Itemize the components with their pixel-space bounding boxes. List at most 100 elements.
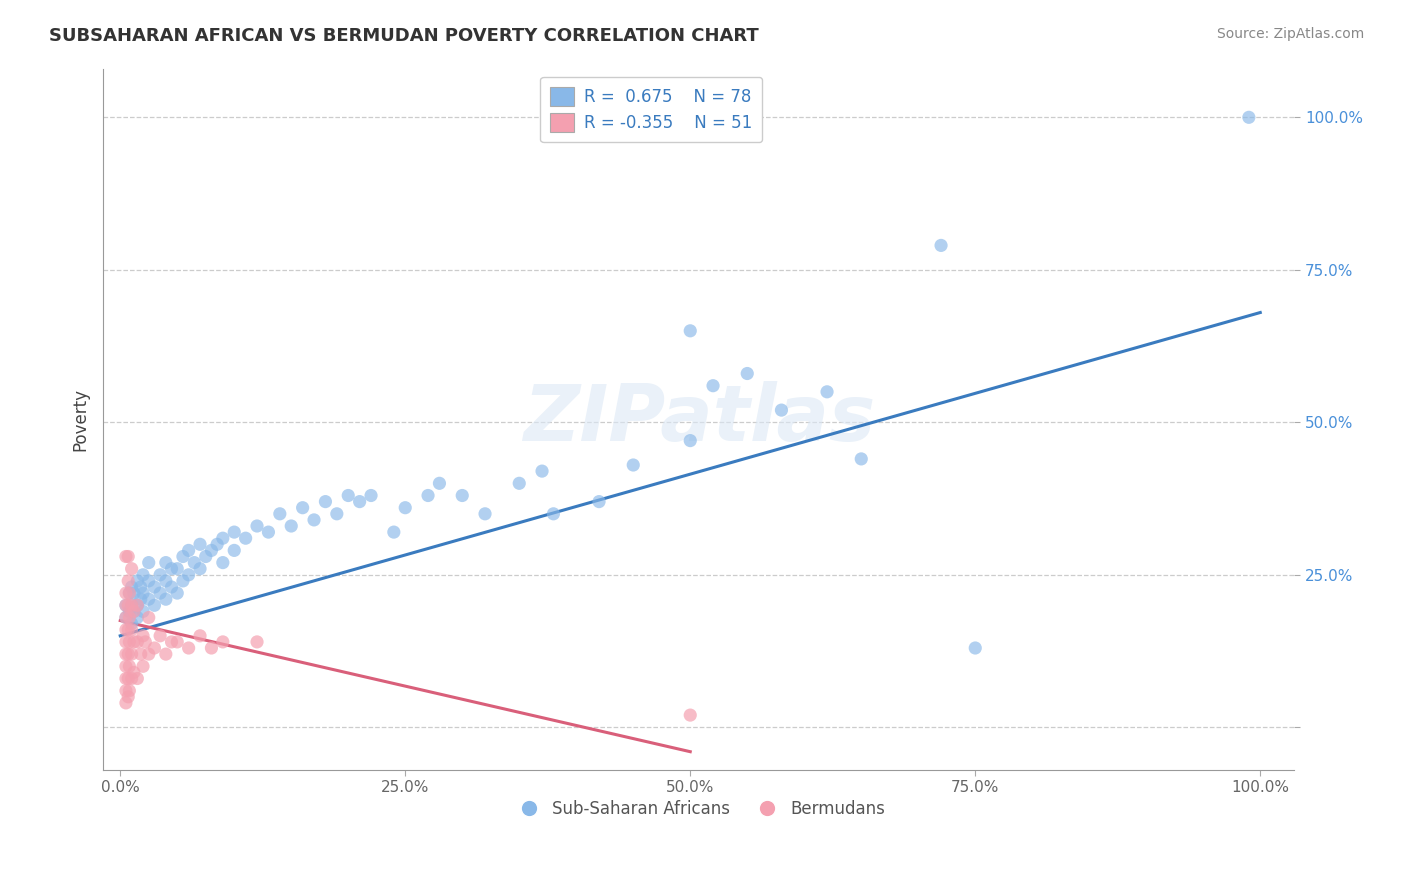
Point xyxy=(143,640,166,655)
Point xyxy=(138,574,160,588)
Point xyxy=(177,640,200,655)
Point xyxy=(149,629,172,643)
Point xyxy=(166,586,188,600)
Point xyxy=(194,549,217,564)
Point xyxy=(118,586,141,600)
Point xyxy=(326,507,349,521)
Point xyxy=(224,525,246,540)
Point xyxy=(127,635,149,649)
Point xyxy=(702,378,724,392)
Point xyxy=(382,525,405,540)
Point xyxy=(588,494,610,508)
Point xyxy=(118,683,141,698)
Point xyxy=(115,696,138,710)
Point xyxy=(117,599,139,613)
Point xyxy=(269,507,291,521)
Point xyxy=(160,562,183,576)
Point xyxy=(1237,111,1260,125)
Point xyxy=(205,537,228,551)
Point xyxy=(188,537,211,551)
Point xyxy=(929,238,952,252)
Point xyxy=(115,635,138,649)
Point xyxy=(115,672,138,686)
Point xyxy=(127,672,149,686)
Point xyxy=(394,500,416,515)
Point xyxy=(235,531,257,545)
Point xyxy=(160,580,183,594)
Point xyxy=(121,599,143,613)
Text: Source: ZipAtlas.com: Source: ZipAtlas.com xyxy=(1216,27,1364,41)
Point xyxy=(121,580,143,594)
Point xyxy=(360,489,382,503)
Point xyxy=(129,580,152,594)
Point xyxy=(115,647,138,661)
Point xyxy=(134,635,156,649)
Point xyxy=(121,672,143,686)
Point xyxy=(143,599,166,613)
Point xyxy=(129,592,152,607)
Point xyxy=(122,604,145,618)
Point xyxy=(127,599,149,613)
Point xyxy=(115,599,138,613)
Point xyxy=(149,586,172,600)
Point xyxy=(121,599,143,613)
Point xyxy=(122,604,145,618)
Point xyxy=(132,586,155,600)
Text: ZIPatlas: ZIPatlas xyxy=(523,381,875,458)
Point xyxy=(117,690,139,704)
Point xyxy=(115,659,138,673)
Legend: Sub-Saharan Africans, Bermudans: Sub-Saharan Africans, Bermudans xyxy=(506,794,891,825)
Point xyxy=(543,507,565,521)
Point xyxy=(965,640,987,655)
Point xyxy=(121,562,143,576)
Point xyxy=(280,519,302,533)
Point xyxy=(132,567,155,582)
Point xyxy=(291,500,314,515)
Point xyxy=(115,683,138,698)
Point xyxy=(531,464,554,478)
Point xyxy=(132,629,155,643)
Point xyxy=(138,556,160,570)
Point xyxy=(118,604,141,618)
Point xyxy=(172,574,194,588)
Point xyxy=(115,599,138,613)
Point xyxy=(115,623,138,637)
Point xyxy=(429,476,451,491)
Point xyxy=(770,403,793,417)
Point xyxy=(679,434,702,448)
Point xyxy=(735,367,758,381)
Point xyxy=(679,324,702,338)
Point xyxy=(138,610,160,624)
Point xyxy=(155,647,177,661)
Point xyxy=(508,476,530,491)
Point xyxy=(155,574,177,588)
Point xyxy=(314,494,336,508)
Point xyxy=(122,665,145,680)
Y-axis label: Poverty: Poverty xyxy=(72,388,89,450)
Point xyxy=(117,647,139,661)
Point xyxy=(127,610,149,624)
Point xyxy=(166,635,188,649)
Point xyxy=(183,556,205,570)
Point xyxy=(200,543,222,558)
Point xyxy=(815,384,838,399)
Point xyxy=(127,599,149,613)
Point xyxy=(132,604,155,618)
Point xyxy=(115,586,138,600)
Point xyxy=(246,519,269,533)
Point xyxy=(166,562,188,576)
Point xyxy=(149,567,172,582)
Point xyxy=(132,659,155,673)
Point xyxy=(155,556,177,570)
Point xyxy=(143,580,166,594)
Point xyxy=(211,531,233,545)
Point xyxy=(118,635,141,649)
Point xyxy=(451,489,474,503)
Point xyxy=(129,647,152,661)
Point xyxy=(118,659,141,673)
Point xyxy=(246,635,269,649)
Text: SUBSAHARAN AFRICAN VS BERMUDAN POVERTY CORRELATION CHART: SUBSAHARAN AFRICAN VS BERMUDAN POVERTY C… xyxy=(49,27,759,45)
Point xyxy=(117,672,139,686)
Point xyxy=(211,635,233,649)
Point xyxy=(200,640,222,655)
